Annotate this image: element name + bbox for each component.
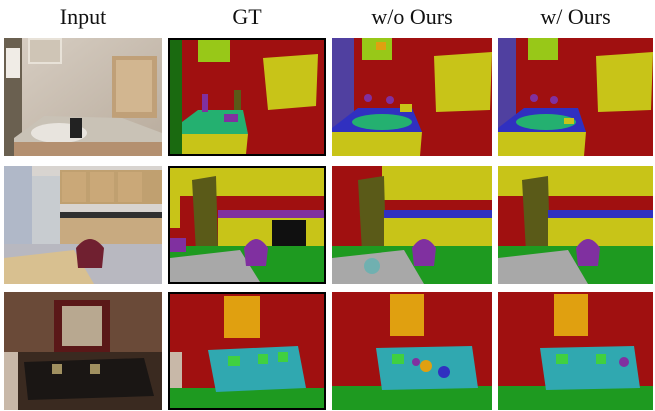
row1-gt-segmentation bbox=[168, 38, 326, 156]
column-header-gt: GT bbox=[232, 4, 262, 29]
row3-input-photo bbox=[4, 292, 162, 410]
row1-input-photo bbox=[4, 38, 162, 156]
row2-without-ours-segmentation bbox=[332, 166, 492, 284]
row3-with-ours-segmentation bbox=[498, 292, 653, 410]
row3-without-ours-segmentation bbox=[332, 292, 492, 410]
column-header-with-ours: w/ Ours bbox=[540, 4, 611, 29]
column-header-input: Input bbox=[59, 4, 107, 29]
row2-with-ours-segmentation bbox=[498, 166, 653, 284]
column-header-without-ours: w/o Ours bbox=[371, 4, 453, 29]
row1-without-ours-segmentation bbox=[332, 38, 492, 156]
row1-with-ours-segmentation bbox=[498, 38, 653, 156]
row2-input-photo bbox=[4, 166, 162, 284]
row3-gt-segmentation bbox=[168, 292, 326, 410]
row2-gt-segmentation bbox=[168, 166, 326, 284]
